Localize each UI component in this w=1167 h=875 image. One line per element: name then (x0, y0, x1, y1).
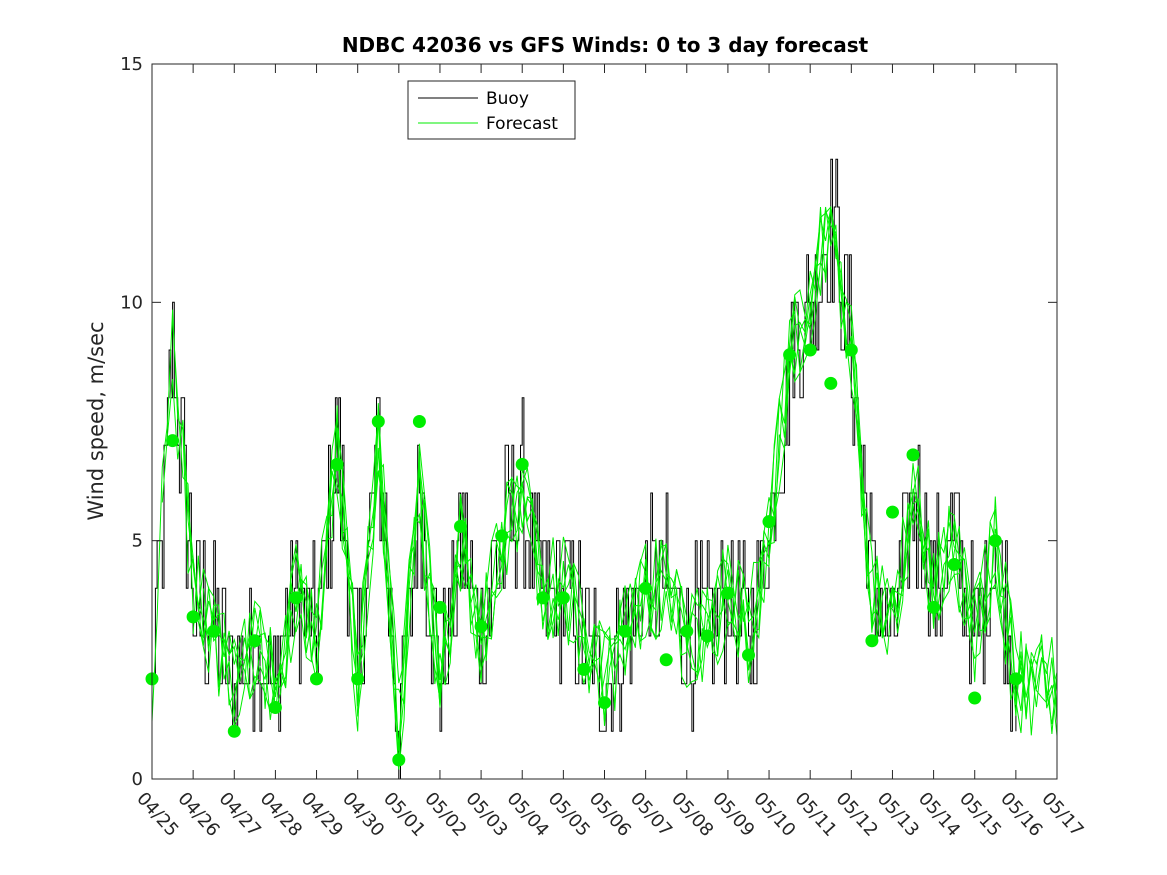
y-tick-label: 10 (120, 292, 143, 313)
forecast-marker (495, 529, 509, 543)
forecast-marker (433, 600, 447, 614)
forecast-marker (371, 415, 385, 428)
plot-area (152, 64, 1057, 779)
forecast-marker (474, 620, 488, 633)
forecast-marker (330, 457, 344, 471)
forecast-marker (618, 624, 632, 638)
y-axis-label: Wind speed, m/sec (84, 321, 108, 520)
forecast-marker (762, 515, 776, 529)
forecast-marker (186, 610, 200, 624)
chart-title: NDBC 42036 vs GFS Winds: 0 to 3 day fore… (342, 33, 869, 57)
forecast-marker (598, 696, 611, 710)
forecast-series (151, 205, 1058, 770)
forecast-marker (412, 415, 426, 428)
forecast-marker (680, 624, 694, 638)
forecast-marker (166, 434, 180, 448)
forecast-marker (556, 591, 570, 605)
y-tick-label: 15 (120, 54, 143, 75)
legend-box (407, 80, 576, 140)
forecast-marker (947, 558, 961, 571)
forecast-marker (783, 348, 797, 362)
forecast-marker (906, 448, 920, 462)
forecast-marker (927, 600, 941, 614)
forecast-marker (207, 624, 221, 638)
legend: Buoy Forecast (407, 80, 576, 140)
forecast-marker (248, 634, 262, 648)
legend-forecast-label: Forecast (486, 114, 558, 134)
forecast-marker (865, 634, 879, 648)
forecast-marker (310, 672, 323, 686)
forecast-marker (268, 701, 282, 714)
y-tick-label: 0 (132, 769, 143, 790)
legend-buoy-label: Buoy (486, 89, 529, 109)
buoy-series (152, 158, 1017, 780)
forecast-markers (145, 343, 1023, 767)
y-tick-label: 5 (132, 531, 143, 552)
forecast-marker (803, 343, 817, 357)
forecast-line-2 (161, 206, 1058, 751)
forecast-marker (659, 653, 673, 667)
buoy-line (152, 158, 1017, 780)
forecast-marker (536, 591, 550, 605)
forecast-marker (886, 505, 899, 519)
forecast-marker (844, 343, 858, 357)
forecast-marker (289, 591, 303, 605)
forecast-marker (968, 691, 982, 705)
forecast-marker (988, 534, 1002, 548)
forecast-marker (742, 648, 755, 662)
forecast-line-5 (192, 210, 1058, 770)
forecast-marker (1009, 672, 1023, 686)
forecast-marker (639, 581, 653, 595)
forecast-marker (454, 519, 467, 533)
forecast-marker (577, 662, 591, 676)
forecast-marker (824, 376, 838, 390)
forecast-marker (700, 629, 714, 643)
forecast-marker (351, 672, 365, 686)
forecast-marker (227, 724, 241, 738)
forecast-marker (515, 457, 529, 471)
forecast-marker (392, 753, 406, 767)
forecast-marker (721, 586, 735, 600)
